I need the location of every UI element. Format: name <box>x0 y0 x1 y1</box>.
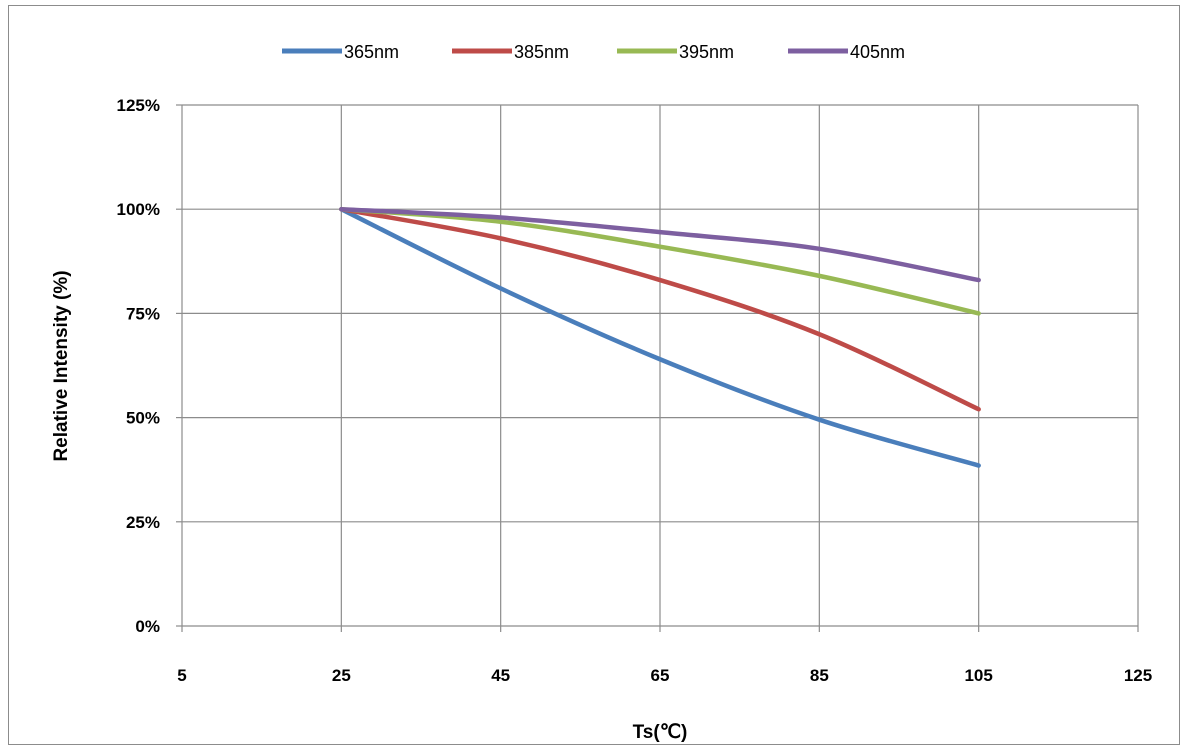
y-tick-label-125: 125% <box>117 96 160 115</box>
x-tick-label-65: 65 <box>651 666 670 685</box>
legend-item-395nm: 395nm <box>617 42 734 62</box>
x-tick-label-45: 45 <box>491 666 510 685</box>
grid-layer <box>182 104 1139 626</box>
x-tick-label-85: 85 <box>810 666 829 685</box>
series-layer <box>339 206 981 468</box>
x-tick-label-5: 5 <box>177 666 186 685</box>
legend: 365nm 385nm 395nm 405nm <box>282 42 905 62</box>
legend-label-395nm: 395nm <box>679 42 734 62</box>
axes-layer: 5 25 45 65 85 105 125 0% 25% 50% 75% 100% 125% <box>117 96 1153 685</box>
series-line-365nm <box>339 206 981 468</box>
series-line-385nm <box>339 206 981 412</box>
series-line-405nm <box>339 206 981 283</box>
legend-item-385nm: 385nm <box>452 42 569 62</box>
legend-item-405nm: 405nm <box>788 42 905 62</box>
y-tick-label-25: 25% <box>126 513 160 532</box>
x-tick-label-105: 105 <box>964 666 992 685</box>
y-tick-label-75: 75% <box>126 304 160 323</box>
y-tick-label-50: 50% <box>126 409 160 428</box>
y-tick-label-100: 100% <box>117 200 160 219</box>
x-tick-label-125: 125 <box>1124 666 1152 685</box>
legend-item-365nm: 365nm <box>282 42 399 62</box>
legend-label-405nm: 405nm <box>850 42 905 62</box>
legend-label-385nm: 385nm <box>514 42 569 62</box>
x-axis-title: Ts(℃) <box>633 722 688 743</box>
chart-frame <box>8 5 1180 745</box>
y-axis-title: Relative Intensity (%) <box>51 270 72 461</box>
legend-label-365nm: 365nm <box>344 42 399 62</box>
y-tick-label-0: 0% <box>135 617 160 636</box>
x-tick-label-25: 25 <box>332 666 351 685</box>
